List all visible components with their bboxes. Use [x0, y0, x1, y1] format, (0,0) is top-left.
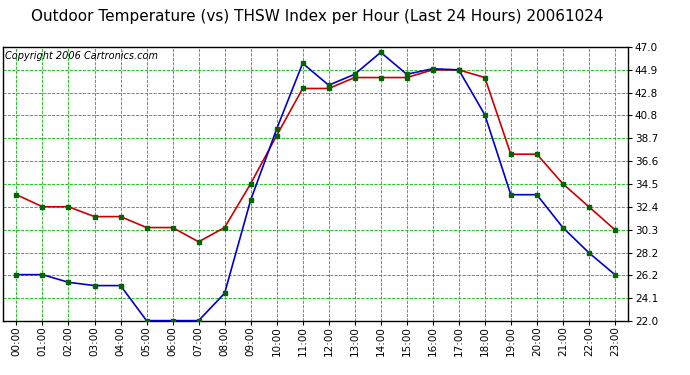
- Text: Outdoor Temperature (vs) THSW Index per Hour (Last 24 Hours) 20061024: Outdoor Temperature (vs) THSW Index per …: [31, 9, 604, 24]
- Text: Copyright 2006 Cartronics.com: Copyright 2006 Cartronics.com: [5, 51, 158, 61]
